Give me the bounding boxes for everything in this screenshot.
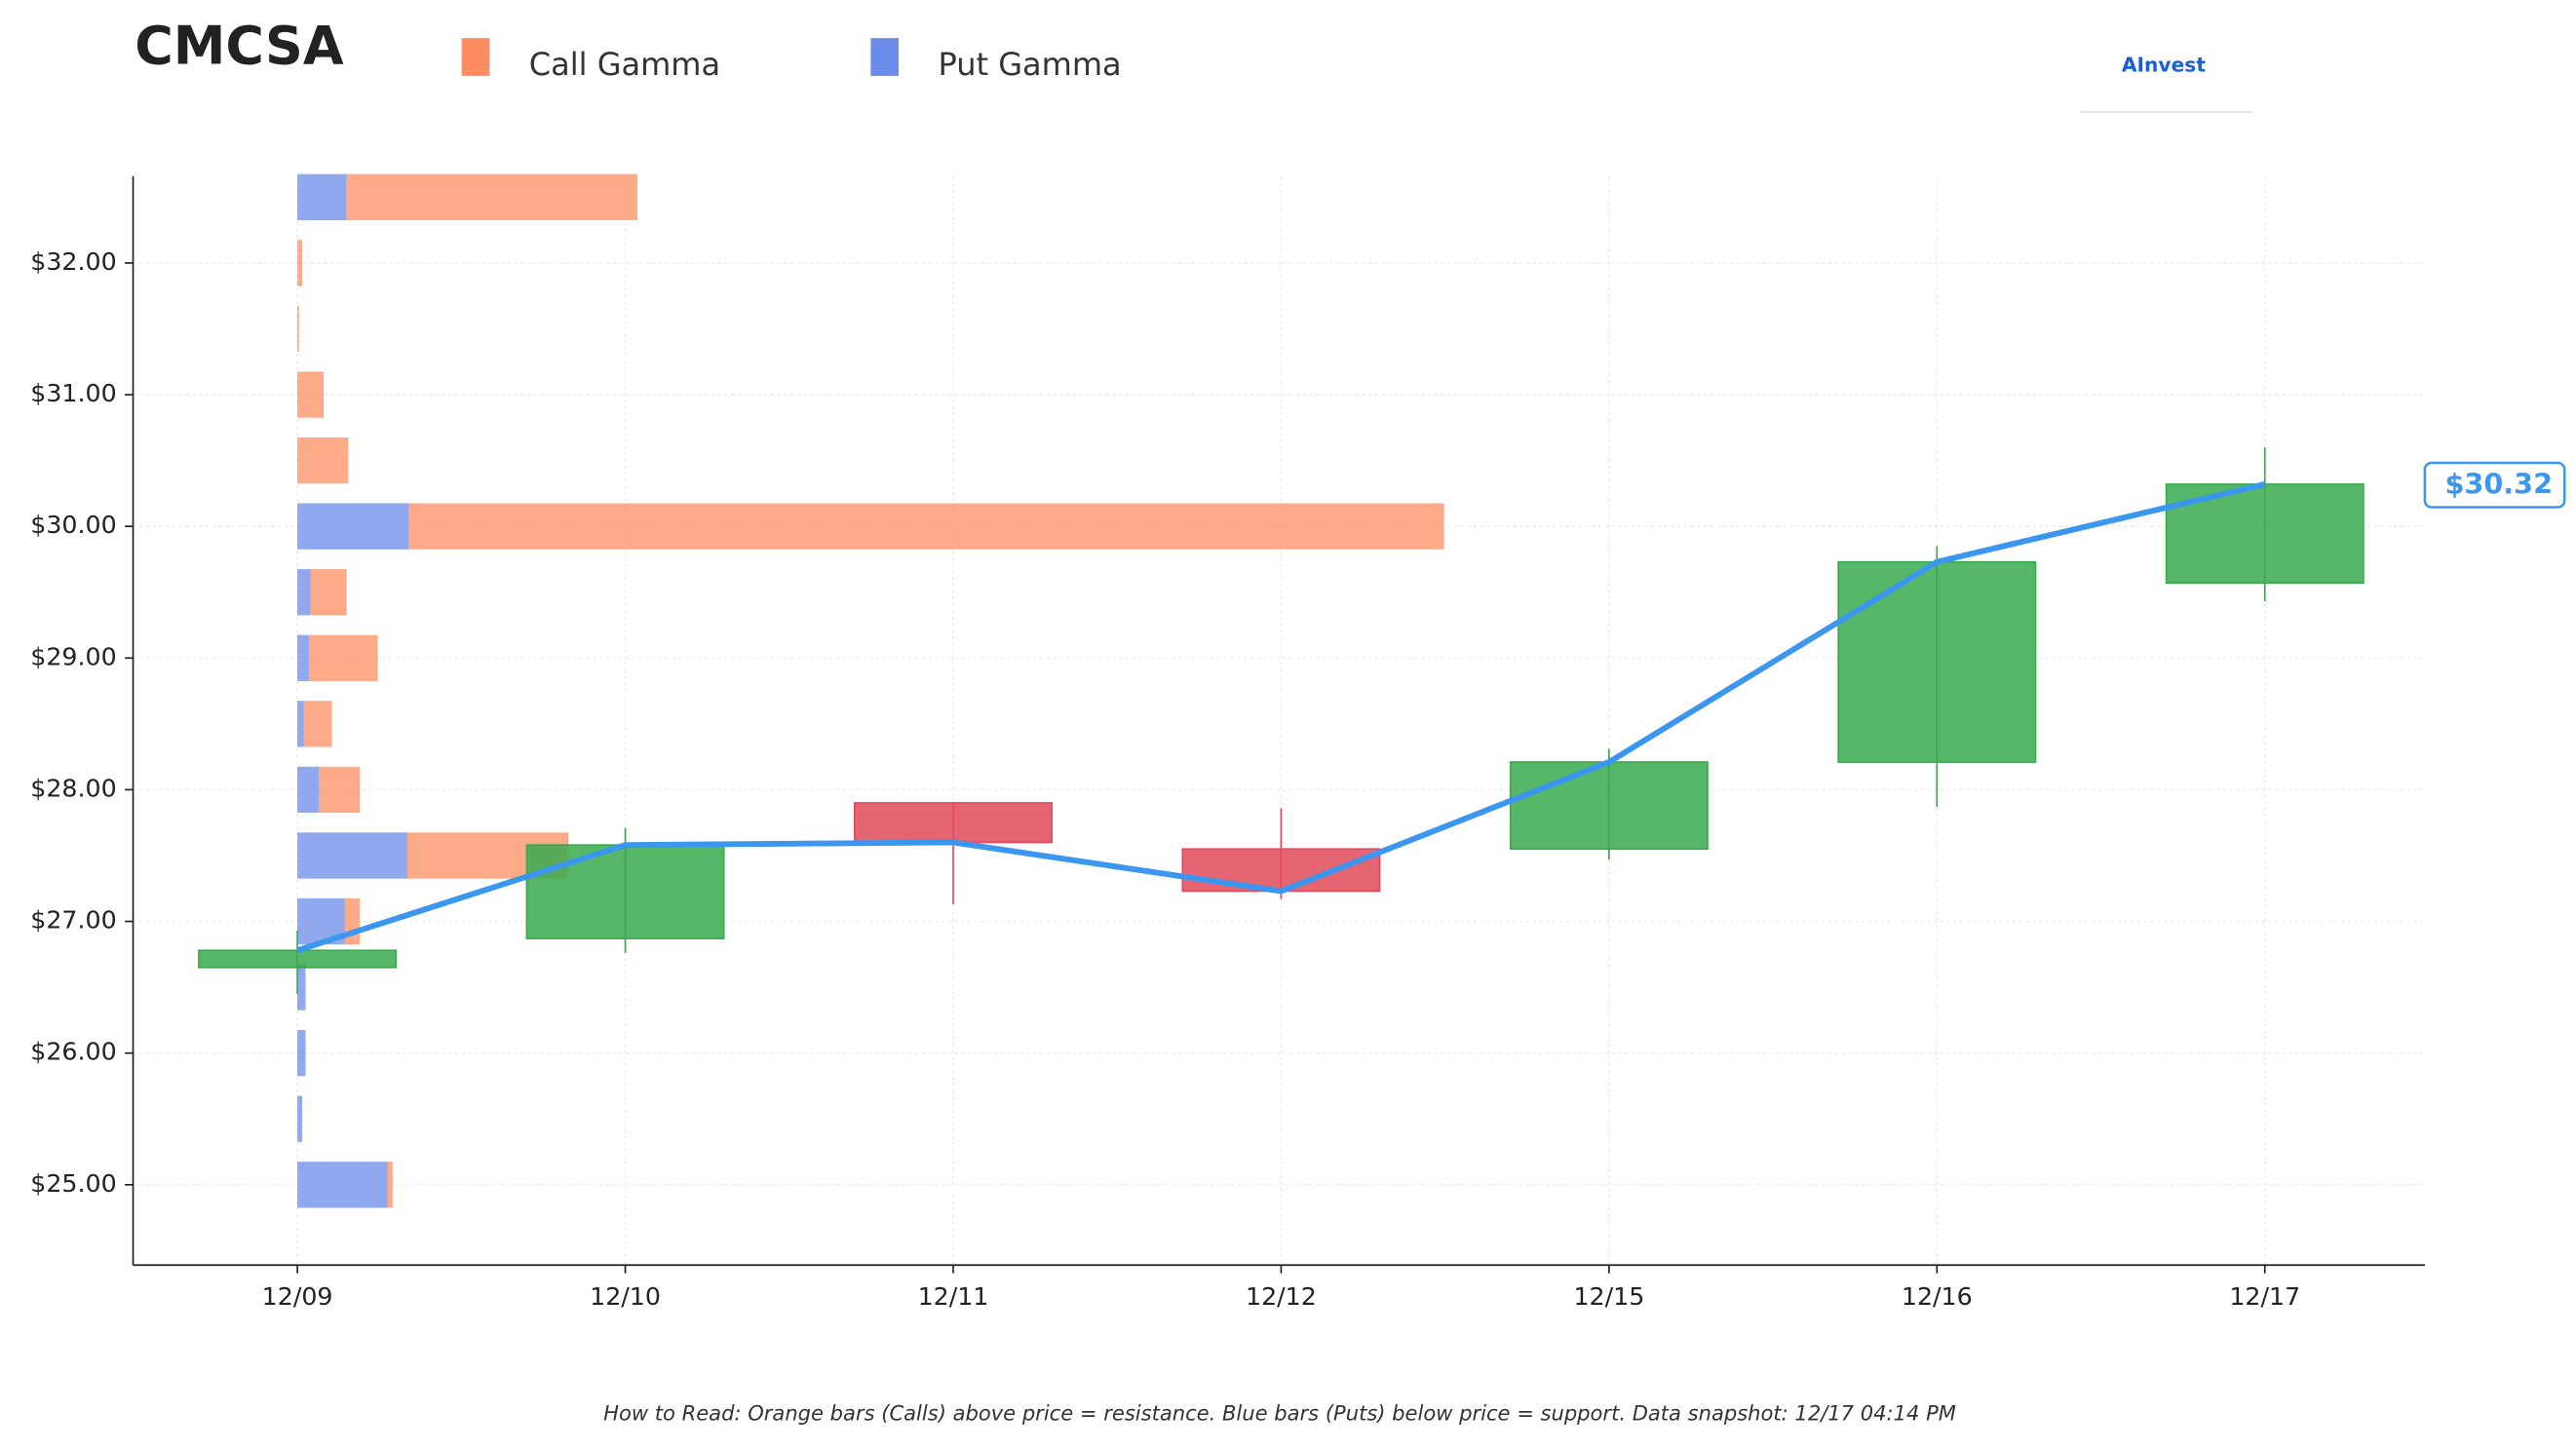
call-gamma-bar [387,1162,393,1208]
candle-body [1509,761,1709,851]
put-gamma-bar [297,569,311,616]
logo: AInvest [2122,53,2206,76]
put-gamma-bar [297,503,409,550]
legend-label: Call Gamma [529,46,720,83]
candle-body [853,802,1053,844]
put-gamma-bar [297,634,309,681]
call-gamma-bar [297,240,303,286]
legend-label: Put Gamma [938,46,1121,83]
call-gamma-bar [346,173,638,220]
x-tick-label: 12/15 [1573,1282,1644,1311]
x-tick-label: 12/12 [1246,1282,1317,1311]
put-gamma-bar [297,1162,388,1208]
call-gamma-bar [408,503,1444,550]
call-gamma-bar [297,371,325,418]
put-gamma-bar [297,1095,303,1142]
call-gamma-bar [319,766,361,814]
close-line [296,481,2266,954]
y-tick-label: $31.00 [30,379,116,407]
call-gamma-bar [310,569,347,616]
put-gamma-bar [297,832,408,879]
y-tick-label: $28.00 [30,774,116,802]
x-tick-label: 12/09 [262,1282,333,1311]
put-gamma-bar [297,964,306,1011]
y-tick-label: $27.00 [30,906,116,935]
y-tick-label: $29.00 [30,642,116,670]
price-badge [2423,461,2566,509]
put-gamma-bar [297,701,304,747]
call-gamma-bar [344,897,361,945]
x-tick-label: 12/11 [918,1282,989,1311]
price-badge-label: $30.32 [2445,468,2554,501]
call-gamma-bar [297,305,299,353]
call-gamma-bar [303,701,332,747]
legend-swatch [461,38,490,76]
note: How to Read: Orange bars (Calls) above p… [603,1401,1956,1426]
candle-body [525,844,725,939]
x-tick-label: 12/17 [2229,1282,2300,1311]
put-gamma-bar [297,1030,306,1077]
y-tick-label: $26.00 [30,1038,116,1066]
x-tick-label: 12/16 [1902,1282,1973,1311]
candle-body [198,949,398,969]
legend-swatch [870,38,900,76]
call-gamma-bar [297,437,349,484]
y-tick-label: $25.00 [30,1169,116,1198]
y-tick-label: $30.00 [30,511,116,539]
y-tick-label: $32.00 [30,248,116,276]
candle-body [1181,848,1381,893]
x-tick-label: 12/10 [590,1282,661,1311]
put-gamma-bar [297,173,347,220]
chart-title: CMCSA [135,16,344,77]
candle-body [1837,560,2037,763]
put-gamma-bar [297,766,320,814]
call-gamma-bar [308,634,378,681]
